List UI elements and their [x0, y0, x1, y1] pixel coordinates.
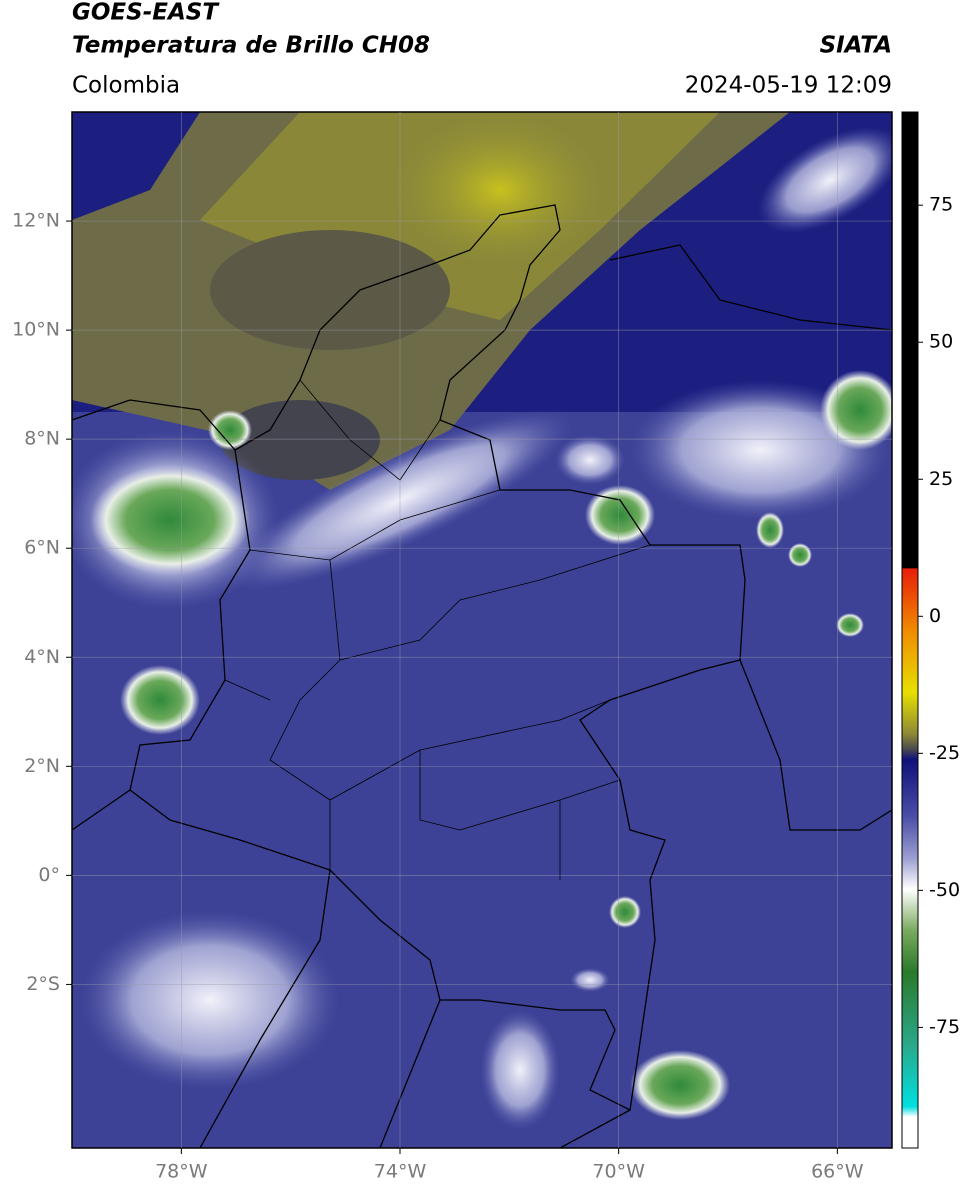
- product-title: Temperatura de Brillo CH08: [72, 33, 430, 59]
- colorbar-tick-label: 25: [929, 468, 953, 490]
- y-tick-label: 0°: [38, 864, 60, 886]
- y-tick-label: 12°N: [12, 210, 60, 232]
- x-tick-label: 78°W: [155, 1161, 208, 1183]
- y-tick-label: 4°N: [24, 646, 60, 668]
- colorbar: [901, 111, 919, 1149]
- x-tick-label: 74°W: [374, 1161, 427, 1183]
- y-tick-label: 10°N: [12, 319, 60, 341]
- y-tick-label: 2°N: [24, 755, 60, 777]
- map-frame: [71, 111, 893, 1149]
- axes: 78°W 74°W 70°W 66°W 12°N 10°N 8°N 6°N 4°N 2°N 0° 2°…: [12, 112, 960, 1183]
- colorbar-tick-label: 50: [929, 331, 953, 353]
- x-tick-label: 70°W: [592, 1161, 645, 1183]
- colorbar-tick-label: -25: [929, 742, 960, 764]
- y-tick-label: 2°S: [26, 973, 60, 995]
- source-label: SIATA: [820, 33, 892, 59]
- x-tick-label: 66°W: [811, 1161, 864, 1183]
- colorbar-tick-label: -75: [929, 1016, 960, 1038]
- satellite-image: [72, 112, 892, 1148]
- y-tick-label: 6°N: [24, 537, 60, 559]
- colorbar-tick-label: -50: [929, 879, 960, 901]
- satellite-title: GOES-EAST: [72, 0, 220, 26]
- datetime-label: 2024-05-19 12:09: [685, 73, 892, 99]
- y-tick-label: 8°N: [24, 428, 60, 450]
- region-label: Colombia: [72, 73, 180, 99]
- colorbar-tick-label: 75: [929, 194, 953, 216]
- colorbar-tick-label: 0: [929, 605, 941, 627]
